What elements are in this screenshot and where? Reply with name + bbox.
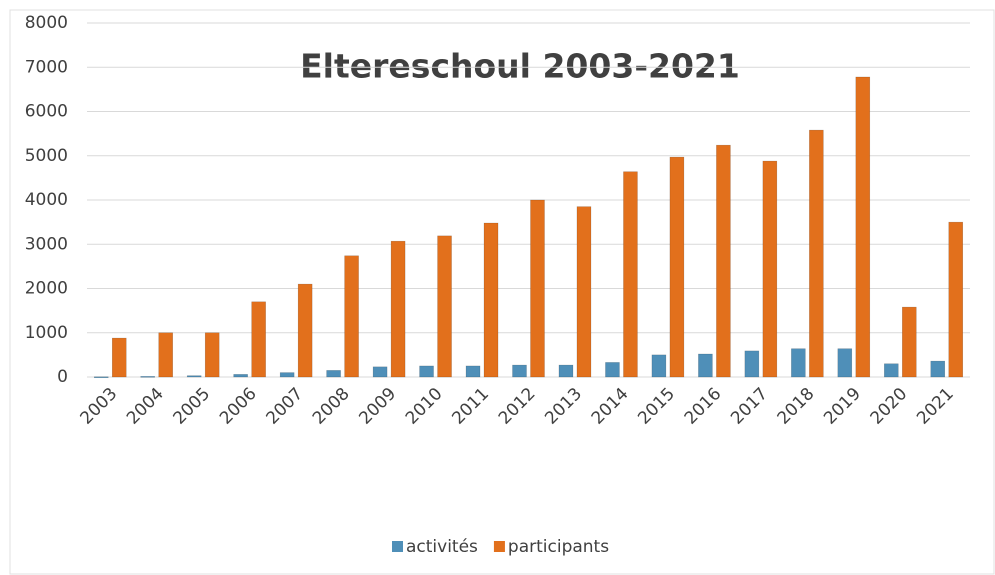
- bar: [512, 364, 527, 378]
- bar: [93, 376, 109, 379]
- bar: [930, 360, 946, 378]
- legend-label: activités: [406, 537, 478, 557]
- x-tick-label: 2015: [634, 384, 679, 429]
- bar: [855, 76, 871, 378]
- y-tick-label: 4000: [25, 190, 68, 210]
- bar: [837, 348, 853, 378]
- x-tick-label: 2006: [216, 384, 261, 429]
- legend-label: participants: [508, 537, 609, 557]
- bar: [372, 366, 388, 378]
- y-tick-label: 8000: [25, 13, 68, 33]
- y-tick-label: 6000: [25, 102, 68, 122]
- y-tick-label: 0: [57, 367, 68, 387]
- x-tick-label: 2021: [913, 384, 958, 429]
- bar: [437, 235, 452, 378]
- x-tick-label: 2008: [309, 384, 354, 429]
- bar: [809, 129, 824, 378]
- y-tick-label: 5000: [25, 146, 68, 166]
- bar: [204, 332, 220, 378]
- y-tick-label: 3000: [25, 234, 68, 254]
- chart-border: [9, 9, 995, 575]
- y-tick-label: 2000: [25, 279, 68, 299]
- bar: [698, 353, 713, 378]
- bar: [576, 206, 592, 378]
- x-tick-label: 2020: [867, 384, 912, 429]
- x-tick-label: 2009: [355, 384, 400, 429]
- bar: [158, 332, 173, 378]
- bar: [279, 372, 295, 378]
- x-tick-label: 2018: [774, 384, 819, 429]
- x-tick-label: 2003: [77, 384, 122, 429]
- bar: [605, 362, 620, 378]
- bar: [326, 370, 341, 378]
- bar: [390, 240, 406, 378]
- bar: [251, 301, 266, 378]
- x-tick-label: 2012: [495, 384, 540, 429]
- x-tick-label: 2011: [448, 384, 493, 429]
- x-tick-label: 2014: [588, 384, 633, 429]
- bar: [948, 221, 964, 378]
- x-tick-label: 2013: [541, 384, 586, 429]
- bar: [762, 160, 778, 378]
- bar: [530, 199, 545, 378]
- x-tick-label: 2010: [402, 384, 447, 429]
- legend-swatch: [392, 541, 403, 552]
- bar: [419, 365, 434, 378]
- x-tick-label: 2005: [170, 384, 215, 429]
- y-tick-label: 7000: [25, 57, 68, 77]
- chart-title: Eltereschoul 2003-2021: [300, 47, 740, 86]
- x-tick-label: 2004: [123, 384, 168, 429]
- x-tick-label: 2007: [262, 384, 307, 429]
- bar: [669, 156, 685, 378]
- bar: [558, 364, 574, 378]
- bar: [233, 374, 248, 378]
- bar: [297, 283, 313, 378]
- bar: [623, 171, 638, 378]
- bar: [186, 375, 202, 378]
- bar: [744, 350, 760, 378]
- bar: [483, 222, 499, 378]
- bar: [344, 255, 359, 378]
- bar: [140, 376, 155, 378]
- bar: [902, 306, 917, 378]
- x-tick-label: 2016: [681, 384, 726, 429]
- bar: [791, 348, 806, 378]
- bar: [651, 354, 667, 378]
- legend-swatch: [493, 541, 505, 552]
- bar: [465, 365, 481, 378]
- y-tick-label: 1000: [25, 323, 68, 343]
- bar: [111, 337, 127, 378]
- x-tick-label: 2019: [820, 384, 865, 429]
- bar: [716, 144, 731, 378]
- x-tick-label: 2017: [727, 384, 772, 429]
- bar: [884, 363, 899, 378]
